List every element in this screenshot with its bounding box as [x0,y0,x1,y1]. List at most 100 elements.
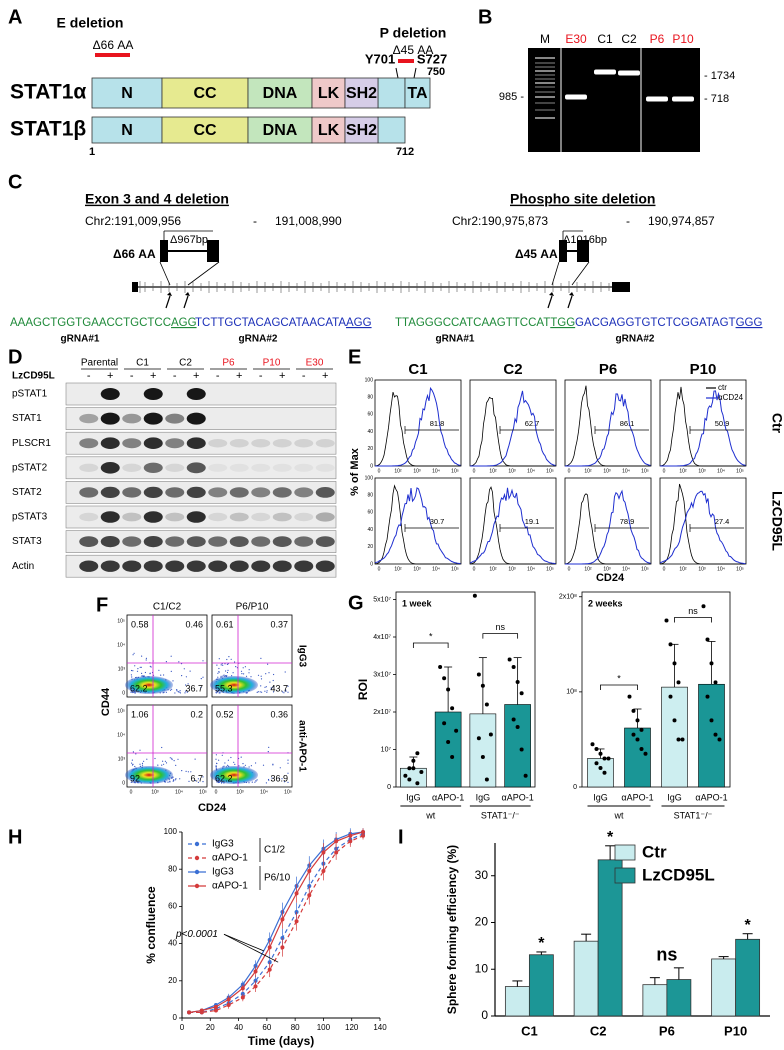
blot-band [208,512,228,522]
y-tick-label: 40 [367,527,373,533]
marker [334,850,339,855]
x-tick-label: IgG [406,792,421,802]
sign: - [130,370,134,382]
data-point [668,694,673,699]
data-point [606,756,611,761]
domain-label: CC [193,85,217,102]
panel-letter: A [8,6,22,28]
deletion-title: Exon 3 and 4 deletion [85,191,229,207]
blot-band [143,412,163,425]
domain [247,116,313,144]
deletion-size: Δ1016bp [563,234,607,246]
blot-band [100,437,120,450]
marker [199,1008,204,1013]
dot [233,761,235,763]
domain-label: TA [407,85,428,102]
dot [267,778,270,781]
blot-band [229,512,249,522]
legend-label: IgG3 [212,839,234,850]
dot [160,674,162,676]
isoform-name: STAT1α [10,81,86,104]
dot [283,692,285,694]
dot [270,687,272,689]
y-axis-label: ROI [356,679,370,700]
dot [161,746,163,749]
dot [234,763,236,766]
domain [404,77,431,109]
dot [255,762,257,764]
domain-label: CC [193,122,217,139]
data-point [594,746,599,751]
x-tick-label: 10⁵ [641,468,649,474]
panel-letter: I [398,826,404,848]
dot [132,763,134,766]
dot [136,670,139,672]
blot-band [208,487,228,498]
dot [146,758,148,760]
site-line [413,67,417,79]
y-tick-label: 60 [367,510,373,516]
x-tick-label: αAPO-1 [432,792,464,802]
marker [348,833,353,838]
dot [222,664,224,666]
dot [134,665,136,667]
sign: + [279,370,285,382]
blot-band [79,512,99,522]
marker [226,997,231,1002]
data-point [407,766,412,771]
arrow-head [569,292,574,296]
dot [248,782,250,784]
line [189,833,364,1014]
blot-band [100,486,120,498]
significance: * [617,673,621,683]
residue: 712 [396,146,414,158]
dot [135,753,137,755]
dot [172,776,174,778]
data-point [705,637,710,642]
panel-letter: B [478,6,492,28]
blot-band [208,560,228,572]
dot [183,668,185,670]
dot [164,760,166,762]
y-tick-label: 0 [370,561,373,567]
y-tick-label: 5x10⁷ [373,596,391,603]
x-tick-label: 10³ [508,566,516,572]
x-tick-label: 10² [489,468,497,474]
dot [165,691,167,693]
marker [187,1010,192,1015]
dot [162,760,164,762]
dot [163,763,165,765]
dot [284,671,286,673]
data-point [480,683,485,688]
blot-band [208,438,228,448]
x-tick-label: 10⁵ [199,789,207,795]
x-tick-label: 10² [679,566,687,572]
column-title: C1 [408,361,427,378]
blot-band [272,438,292,448]
deletion-title: P deletion [380,25,447,41]
sign: - [302,370,306,382]
grna-seq: AAAGCTGGTGAACCTGCTCC [10,317,171,329]
dot [221,663,223,665]
y-tick-label: 2x10⁸ [559,594,577,601]
dot [139,763,141,765]
dot [175,779,177,781]
dot [217,676,219,678]
blot-band [315,536,335,547]
dot [223,765,225,767]
data-point [664,618,669,623]
bar [624,727,651,788]
blot-band [186,486,206,498]
blot-band [79,487,99,498]
funnel [187,261,220,286]
bar [711,958,737,1017]
bar [666,979,692,1017]
dot [273,673,275,676]
exon [612,282,630,292]
blot-band [143,511,163,523]
data-point [643,751,648,756]
dot [265,686,267,688]
gate-value: 81.8 [430,419,445,428]
legend-marker [194,869,200,875]
